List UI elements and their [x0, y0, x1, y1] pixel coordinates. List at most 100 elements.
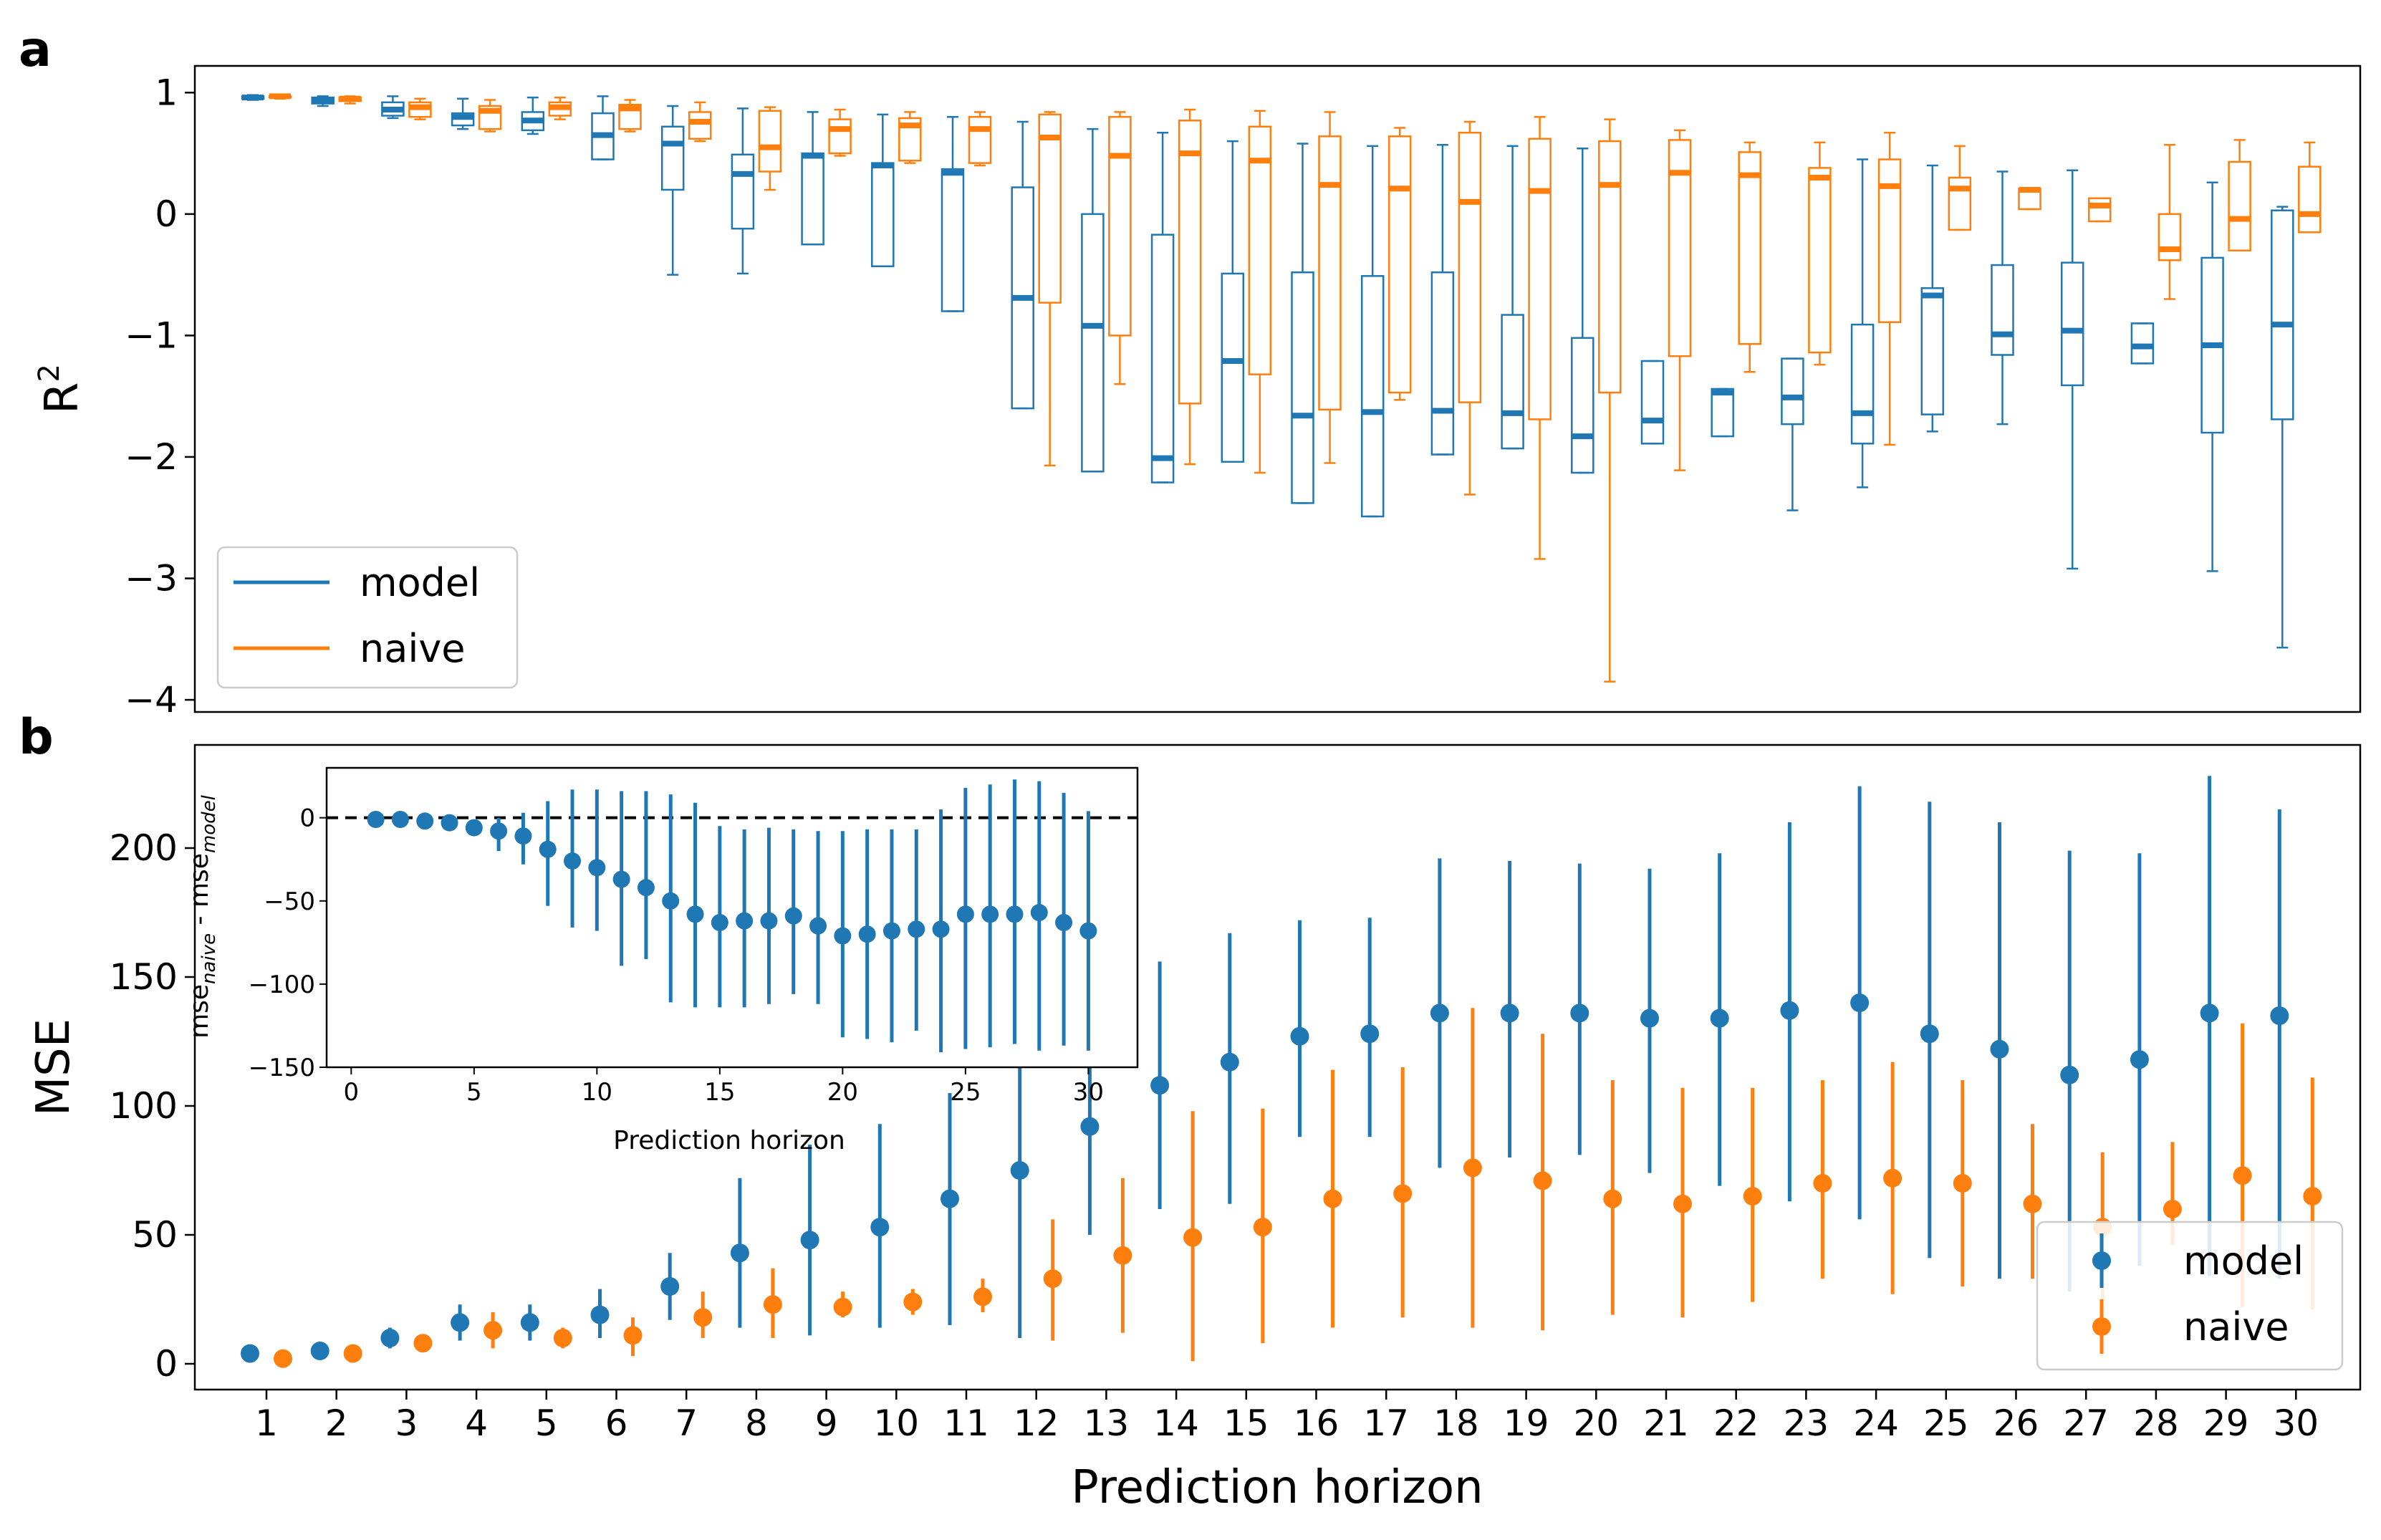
box-iqr [1850, 323, 1875, 445]
mean-marker [520, 1313, 539, 1332]
inset-x-tick-label: 10 [582, 1078, 612, 1107]
box-iqr [1571, 337, 1594, 474]
panel-b-x-tick-label: 29 [2203, 1402, 2249, 1444]
panel-b-x-tick-label: 12 [1014, 1402, 1059, 1444]
box-model-2 [311, 95, 335, 107]
inset-errorbar-18 [784, 829, 802, 994]
box-iqr [1991, 264, 2014, 356]
legend-naive-label-b: naive [2183, 1304, 2289, 1349]
inset-x-ticks: 0 5 10 15 20 25 30 [343, 1067, 1104, 1107]
box-naive-6 [618, 99, 642, 133]
box-iqr [1598, 140, 1622, 394]
mean-marker [1673, 1194, 1692, 1213]
panel-b-legend-frame [2036, 1221, 2344, 1371]
box-naive-1 [268, 93, 292, 100]
errorbar-model-12 [1010, 1023, 1029, 1338]
box-model-7 [660, 105, 685, 276]
box-naive-25 [1948, 145, 1972, 231]
inset-errorbar-9 [564, 789, 582, 928]
inset-content [327, 779, 1137, 1053]
inset-errorbar-20 [834, 831, 852, 1038]
errorbar-model-4 [451, 1304, 470, 1341]
box-naive-13 [1108, 111, 1132, 385]
box-iqr [828, 118, 852, 155]
mean-marker [1640, 1009, 1659, 1028]
errorbar-model-5 [520, 1304, 539, 1341]
box-naive-20 [1598, 118, 1622, 683]
box-model-22 [1711, 388, 1734, 438]
inset-mean-marker [588, 859, 606, 877]
errorbar-model-1 [241, 1344, 259, 1363]
errorbar-model-29 [2200, 776, 2219, 1276]
inset-errorbar-22 [882, 829, 900, 1043]
errorbar-model-19 [1500, 861, 1519, 1158]
box-iqr [1178, 120, 1202, 405]
inset-mean-marker [932, 920, 950, 938]
mean-marker [1743, 1187, 1762, 1205]
box-model-19 [1501, 145, 1524, 450]
mean-marker [800, 1231, 819, 1250]
panel-b-x-tick-label: 19 [1504, 1402, 1549, 1444]
errorbar-model-2 [310, 1342, 330, 1360]
inset-mean-marker [490, 822, 508, 840]
mean-marker [973, 1287, 992, 1306]
box-model-6 [591, 95, 615, 160]
panel-a-y-tick-label: 1 [155, 72, 178, 113]
inset-errorbar-7 [514, 812, 532, 865]
box-iqr [1458, 132, 1482, 403]
inset-y-ticks: 0 −50 −100 −150 [249, 804, 327, 1082]
box-iqr [688, 111, 712, 140]
box-model-10 [871, 113, 895, 268]
panel-b-x-tick-label: 28 [2133, 1402, 2179, 1444]
panel-b-x-tick-label: 13 [1084, 1402, 1130, 1444]
inset-x-tick-label: 25 [950, 1078, 981, 1107]
inset-mean-marker [1030, 904, 1048, 922]
errorbar-naive-10 [903, 1289, 923, 1315]
box-iqr [1781, 357, 1804, 425]
inset-mean-marker [956, 905, 974, 923]
panel-b-x-tick-label: 5 [535, 1402, 558, 1444]
inset-mean-marker [809, 917, 827, 935]
inset-errorbar-26 [981, 784, 999, 1048]
errorbar-model-14 [1150, 961, 1170, 1209]
box-naive-15 [1248, 110, 1272, 474]
mean-marker [1430, 1004, 1449, 1023]
box-iqr [1948, 176, 1972, 231]
mean-marker [941, 1189, 959, 1208]
errorbar-model-7 [660, 1253, 680, 1320]
box-iqr [1920, 287, 1945, 415]
inset-mean-marker [514, 827, 532, 845]
inset-mean-marker [539, 840, 557, 858]
inset-errorbar-28 [1030, 781, 1048, 1051]
panel-b-x-tick-label: 16 [1294, 1402, 1339, 1444]
box-iqr [1360, 275, 1385, 518]
panel-b-x-tick-label: 18 [1433, 1402, 1479, 1444]
inset-mean-marker [441, 814, 458, 832]
box-naive-16 [1318, 111, 1342, 464]
errorbar-naive-11 [973, 1279, 992, 1312]
mean-marker [380, 1329, 400, 1347]
errorbar-naive-22 [1743, 1087, 1762, 1302]
mean-marker [1603, 1189, 1622, 1208]
inset-errorbar-23 [908, 829, 925, 1031]
legend-naive-marker-b [2092, 1317, 2111, 1336]
box-iqr [758, 110, 782, 173]
box-iqr [1711, 388, 1734, 438]
box-naive-2 [338, 95, 362, 105]
box-iqr [1221, 272, 1245, 463]
errorbar-naive-18 [1463, 1008, 1482, 1328]
panel-b-frame [193, 743, 2362, 1391]
panel-b-legend: model naive [2036, 1221, 2344, 1371]
errorbar-model-3 [380, 1327, 400, 1349]
errorbar-naive-21 [1673, 1087, 1692, 1318]
errorbar-naive-6 [623, 1317, 643, 1357]
mean-marker [660, 1277, 680, 1296]
inset-x-tick-label: 30 [1073, 1078, 1104, 1107]
legend-naive-label-a: naive [360, 626, 466, 671]
mean-marker [2200, 1004, 2219, 1023]
panel-b-y-tick-label: 200 [110, 827, 178, 869]
mean-marker [1883, 1168, 1903, 1188]
mean-marker [2060, 1065, 2079, 1084]
mean-marker [693, 1308, 713, 1327]
inset-errorbar-8 [539, 801, 557, 906]
